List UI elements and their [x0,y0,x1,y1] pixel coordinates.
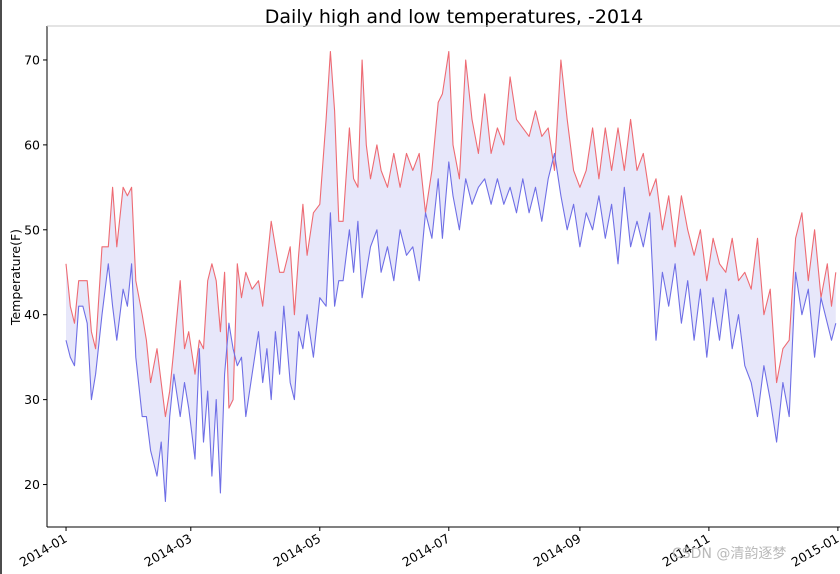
y-tick-label: 60 [24,137,40,152]
y-axis-label: Temperature(F) [8,229,23,326]
y-tick-label: 20 [24,477,40,492]
y-tick-label: 50 [24,222,40,237]
watermark: CSDN @清韵逐梦 [672,546,786,562]
plot-area [65,50,837,503]
y-tick-label: 30 [24,392,40,407]
chart-title: Daily high and low temperatures, -2014 [265,6,643,28]
fill-between-area [66,51,836,502]
series-line-low [65,152,837,503]
y-tick-label: 40 [24,307,40,322]
y-axis-ticks: 20 30 40 50 60 70 [24,52,47,492]
series-line-high [65,50,837,418]
y-tick-label: 70 [24,52,40,67]
